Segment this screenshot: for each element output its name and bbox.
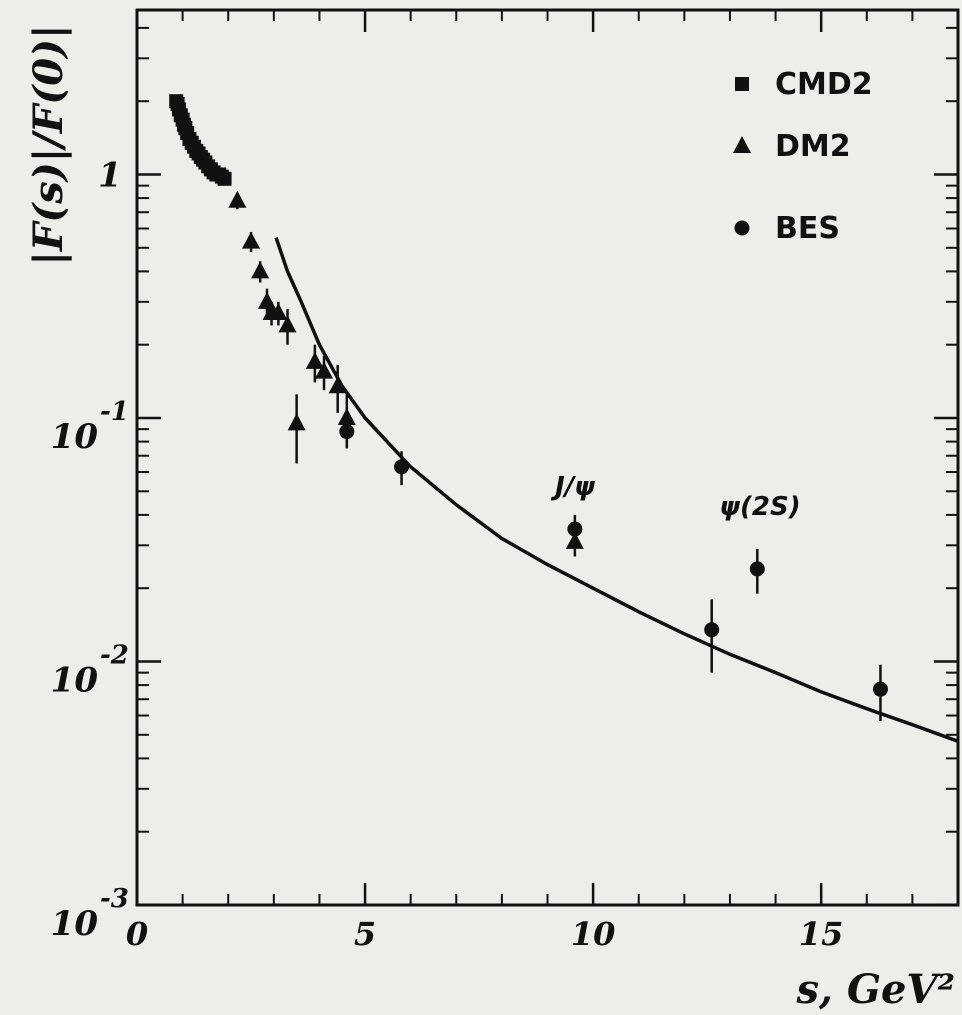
fit-curve-group bbox=[274, 237, 959, 743]
x-tick-label: 0 bbox=[126, 915, 148, 953]
bes-point bbox=[749, 561, 765, 577]
fit-curve bbox=[274, 237, 959, 743]
x-tick-label: 15 bbox=[799, 915, 844, 953]
y-tick-exponent: -3 bbox=[100, 884, 129, 914]
dm2-point bbox=[228, 190, 247, 208]
bes-point bbox=[339, 424, 355, 440]
dm2-point bbox=[305, 351, 324, 369]
y-tick-label: 10 bbox=[51, 661, 99, 701]
data-points bbox=[169, 94, 888, 721]
x-tick-label: 10 bbox=[571, 915, 616, 953]
dm2-point bbox=[269, 302, 288, 320]
axes bbox=[135, 8, 960, 907]
bes-point bbox=[704, 622, 720, 638]
dm2-point bbox=[278, 315, 297, 333]
y-tick-exponent: -1 bbox=[100, 397, 129, 427]
legend-marker-cmd2 bbox=[735, 77, 749, 91]
dm2-point bbox=[251, 261, 270, 279]
y-tick-label: 1 bbox=[98, 156, 122, 196]
bes-point bbox=[872, 681, 888, 697]
dm2-point bbox=[328, 376, 347, 394]
dm2-point bbox=[315, 361, 334, 379]
y-axis-label: |F(s)|/F(0)| bbox=[25, 24, 72, 265]
bes-point bbox=[394, 459, 410, 475]
annotation-label: J/ψ bbox=[550, 472, 595, 502]
y-tick-label: 10 bbox=[51, 417, 99, 457]
cmd2-point bbox=[217, 171, 232, 186]
legend-marker-dm2 bbox=[733, 136, 751, 153]
legend-label-cmd2: CMD2 bbox=[775, 67, 873, 102]
legend-marker-bes bbox=[734, 220, 750, 236]
dm2-point bbox=[242, 231, 261, 249]
x-axis-label: s, GeV² bbox=[795, 966, 955, 1013]
annotation-label: ψ(2S) bbox=[719, 492, 800, 522]
x-tick-label: 5 bbox=[354, 915, 376, 953]
legend-label-dm2: DM2 bbox=[775, 129, 851, 164]
dm2-point bbox=[287, 413, 306, 431]
y-tick-exponent: -2 bbox=[100, 641, 129, 671]
legend-label-bes: BES bbox=[775, 211, 840, 246]
y-tick-label: 10 bbox=[51, 904, 99, 944]
dm2-point bbox=[337, 408, 356, 425]
bes-point bbox=[567, 521, 583, 537]
